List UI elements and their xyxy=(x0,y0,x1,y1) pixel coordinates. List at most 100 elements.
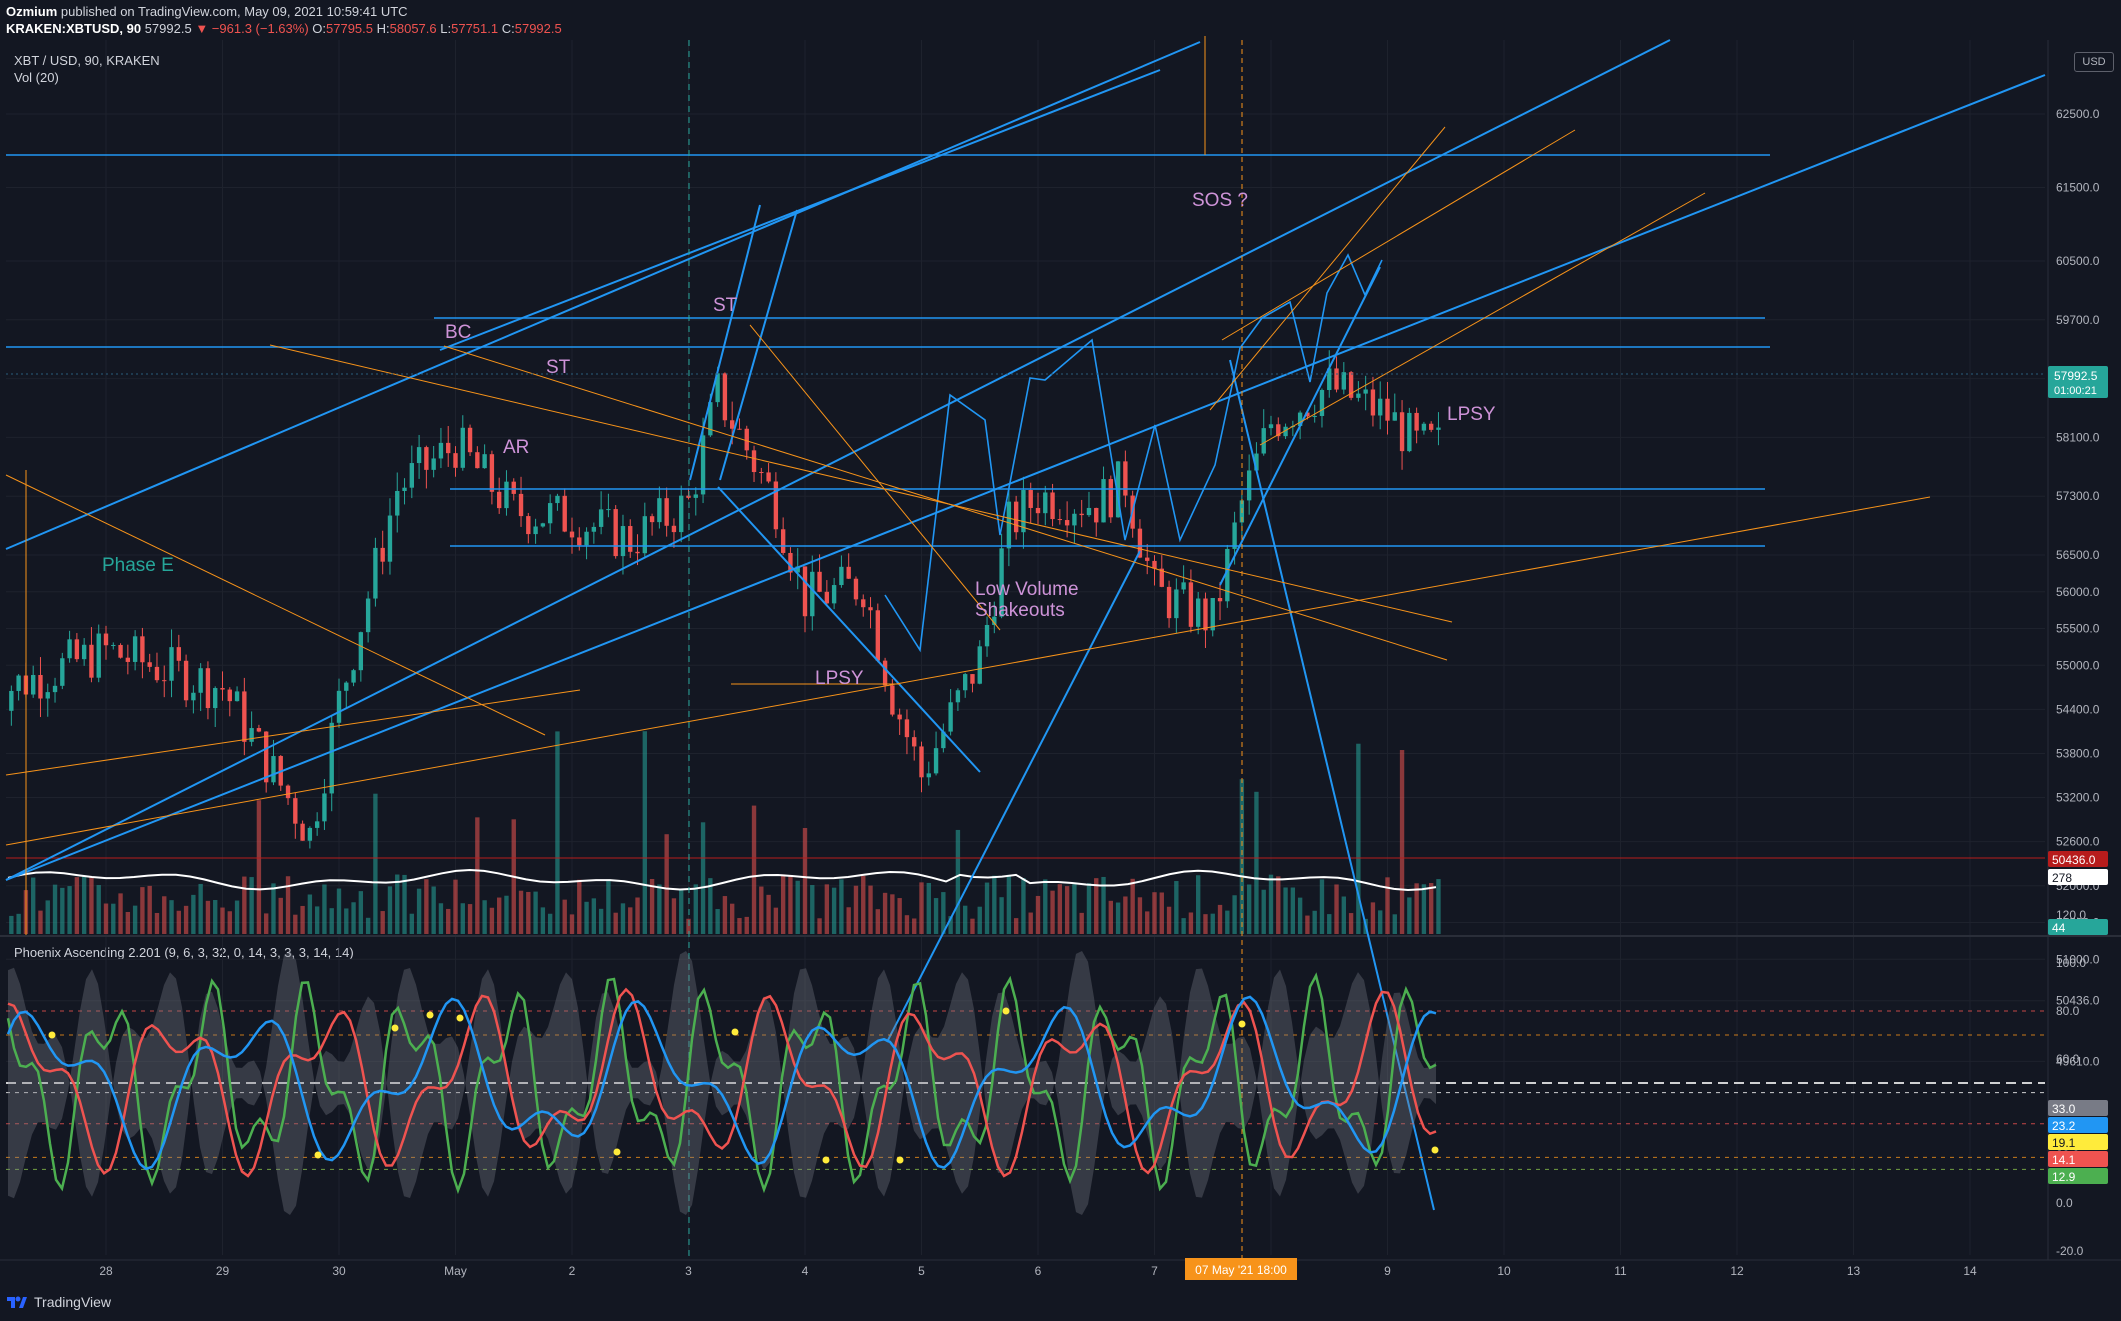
orange-line xyxy=(5,689,581,776)
volume-bar xyxy=(693,884,698,934)
cursor-time-text: 07 May '21 18:00 xyxy=(1195,1263,1287,1277)
volume-bar xyxy=(198,883,203,934)
volume-bar xyxy=(810,885,815,934)
candle-body xyxy=(307,827,313,841)
candle-body xyxy=(1166,586,1172,619)
candle-body xyxy=(861,599,866,608)
candle-body xyxy=(817,571,822,592)
price-tick-label: 50436.0 xyxy=(2056,994,2100,1008)
trendline xyxy=(717,486,981,773)
volume-bar xyxy=(1239,779,1245,934)
volume-bar xyxy=(744,916,749,934)
candle-body xyxy=(191,692,196,701)
volume-bar xyxy=(897,898,902,934)
candle-body xyxy=(795,566,800,573)
orange-line xyxy=(1221,129,1576,341)
price-tick-label: 59700.0 xyxy=(2056,313,2100,327)
candle-body xyxy=(336,690,342,723)
volume-level-badge-bg xyxy=(2048,851,2108,867)
volume-bar xyxy=(307,894,313,934)
volume-bar xyxy=(103,903,109,934)
candle-body xyxy=(154,666,160,681)
volume-bar xyxy=(1064,886,1070,934)
indicator-value-badge-bg xyxy=(2048,1134,2108,1150)
candlesticks xyxy=(9,350,1441,849)
author-name[interactable]: Ozmium xyxy=(6,4,58,19)
last-price-badge: 57992.5 xyxy=(2054,369,2098,383)
volume-bar xyxy=(162,896,167,934)
candle-body xyxy=(984,624,990,647)
candle-body xyxy=(380,547,385,562)
volume-bar xyxy=(504,895,509,934)
volume-bar xyxy=(1101,876,1106,934)
candle-body xyxy=(722,373,728,421)
candle-body xyxy=(1210,597,1215,631)
oscillator-tick-label: 100.0 xyxy=(2056,956,2086,970)
volume-bar xyxy=(1246,884,1252,934)
volume-bar xyxy=(846,907,851,934)
currency-button[interactable]: USD xyxy=(2074,52,2114,72)
candle-body xyxy=(271,756,276,783)
volume-bar xyxy=(1181,918,1186,934)
candle-body xyxy=(96,633,101,678)
candle-body xyxy=(1283,426,1288,437)
candle-body xyxy=(912,737,917,747)
trendline xyxy=(719,209,798,481)
candle-body xyxy=(737,428,742,430)
signal-dot xyxy=(896,1156,904,1164)
volume-bar xyxy=(1217,904,1223,934)
indicator-value-badge-bg xyxy=(2048,1151,2108,1167)
cursor-time-badge xyxy=(1185,1258,1297,1280)
volume-bar xyxy=(227,911,232,934)
volume-bar xyxy=(679,889,684,934)
volume-bar xyxy=(118,893,123,934)
candle-body xyxy=(1276,424,1281,437)
candle-body xyxy=(955,690,961,703)
candle-body xyxy=(438,442,444,459)
candle-body xyxy=(482,454,487,469)
volume-bar xyxy=(278,897,283,934)
chart-canvas[interactable]: 62500.061500.060500.059700.058900.058100… xyxy=(0,0,2121,1290)
symbol-name[interactable]: KRAKEN:XBTUSD, 90 xyxy=(6,21,142,36)
orange-line xyxy=(5,496,1931,846)
candle-body xyxy=(242,691,247,742)
volume-bar xyxy=(1378,910,1383,934)
volume-bar xyxy=(737,918,742,934)
price-pane-legend[interactable]: XBT / USD, 90, KRAKEN xyxy=(14,53,160,68)
volume-bar xyxy=(999,897,1004,934)
candle-body xyxy=(460,427,465,468)
volume-bar xyxy=(941,892,946,934)
candle-body xyxy=(759,472,764,474)
volume-bar xyxy=(1334,884,1339,934)
oscillator-line xyxy=(6,995,1437,1171)
indicator-legend[interactable]: Phoenix Ascending 2.201 (9, 6, 3, 32, 0,… xyxy=(14,945,354,960)
volume-bar xyxy=(686,918,691,934)
drawing-tools[interactable] xyxy=(5,36,2046,1258)
volume-bar xyxy=(1079,912,1084,934)
low-value: 57751.1 xyxy=(451,21,499,36)
volume-bar xyxy=(1174,881,1179,934)
volume-bar xyxy=(642,731,647,934)
volume-bar xyxy=(802,828,808,934)
candle-body xyxy=(1064,520,1070,526)
candle-body xyxy=(1028,490,1033,508)
volume-bar xyxy=(1072,884,1077,934)
candle-body xyxy=(1225,548,1230,602)
candle-body xyxy=(31,675,36,695)
volume-legend[interactable]: Vol (20) xyxy=(14,70,59,85)
candle-body xyxy=(1356,393,1361,398)
volume-bar xyxy=(992,875,997,934)
tradingview-logo[interactable]: TradingView xyxy=(6,1294,111,1310)
candle-body xyxy=(1254,453,1259,471)
candle-body xyxy=(1327,368,1332,391)
oscillator-tick-label: 80.0 xyxy=(2056,1004,2080,1018)
signal-dot xyxy=(391,1024,399,1032)
candle-body xyxy=(1057,519,1063,521)
candle-body xyxy=(751,450,757,473)
volume-bar xyxy=(1035,895,1041,934)
volume-bar xyxy=(81,875,87,934)
volume-bar xyxy=(1348,913,1354,934)
candle-body xyxy=(948,702,953,732)
candle-body xyxy=(16,675,21,691)
volume-bar xyxy=(424,879,429,934)
